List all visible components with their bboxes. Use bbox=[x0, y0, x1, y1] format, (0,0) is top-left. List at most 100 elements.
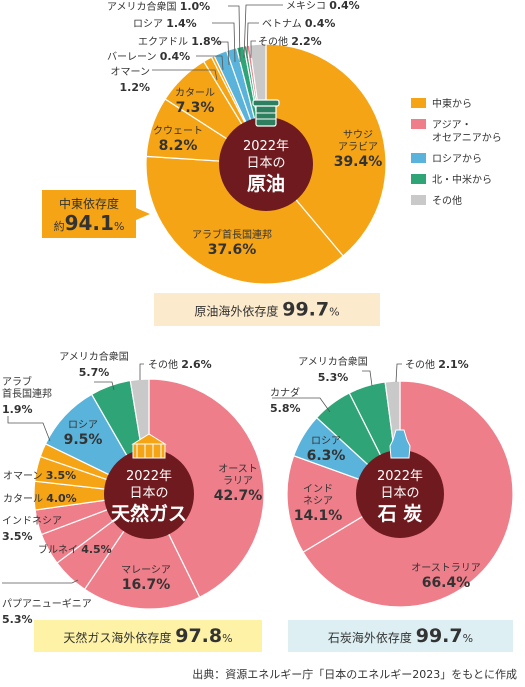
label-pct: 1.9% bbox=[2, 403, 33, 416]
legend-label: その他 bbox=[432, 194, 462, 207]
legend-item: その他 bbox=[411, 194, 462, 207]
data-label: その他 2.1% bbox=[395, 358, 469, 383]
label-text: その他 2.1% bbox=[405, 358, 469, 371]
badge-bg bbox=[154, 293, 380, 326]
legend-item: 中東から bbox=[411, 97, 472, 110]
callout-title: 中東依存度 bbox=[59, 196, 119, 211]
legend-swatch bbox=[411, 174, 426, 184]
tank-body bbox=[132, 443, 166, 459]
legend-label: 北・中米から bbox=[432, 173, 492, 186]
label-name: ベトナム bbox=[262, 18, 305, 30]
label-text: ベトナム 0.4% bbox=[262, 17, 335, 30]
data-label: アメリカ合衆国 5.7% bbox=[59, 350, 129, 391]
label-pct: 0.4% bbox=[305, 17, 336, 30]
label-name: アラブ首長国連邦 bbox=[2, 375, 52, 400]
source-note: 出典：資源エネルギー庁「日本のエネルギー2023」をもとに作成 bbox=[192, 667, 517, 681]
data-label: メキシコ 0.4% bbox=[243, 0, 360, 59]
label-pct: 2.6% bbox=[181, 358, 212, 371]
badge-text: 原油海外依存度 99.7% bbox=[194, 299, 339, 321]
legend-label: ロシアから bbox=[432, 153, 482, 165]
leader-line bbox=[212, 22, 236, 63]
label-name: マレーシア bbox=[121, 565, 171, 576]
tank-body bbox=[255, 103, 277, 127]
label-pct: 0.4% bbox=[160, 50, 191, 63]
coal-dependency-badge: 石炭海外依存度 99.7% bbox=[288, 620, 513, 652]
label-pct: 8.2% bbox=[159, 138, 198, 154]
leader-line bbox=[250, 40, 256, 58]
label-pct: 4.0% bbox=[46, 492, 77, 505]
label-name: サウジアラビア bbox=[338, 129, 378, 153]
label-name: クウェート bbox=[153, 125, 203, 137]
coal-chunk bbox=[389, 429, 411, 459]
legend-item: 北・中米から bbox=[411, 173, 492, 186]
label-pct: 9.5% bbox=[64, 432, 103, 448]
label-name: アメリカ合衆国 bbox=[59, 350, 129, 363]
leader-line bbox=[243, 4, 283, 59]
label-name: オーストラリア bbox=[411, 562, 481, 574]
label-text: カタール 4.0% bbox=[3, 492, 77, 505]
center-year: 2022年 bbox=[243, 139, 289, 154]
data-label: その他 2.2% bbox=[250, 35, 322, 58]
label-pct: 3.5% bbox=[46, 469, 77, 482]
badge-bg bbox=[34, 620, 262, 652]
center-resource: 原油 bbox=[247, 173, 285, 195]
gas-dependency-badge: 天然ガス海外依存度 97.8% bbox=[34, 620, 262, 652]
label-name: ロシア bbox=[133, 19, 166, 30]
label-name: オマーン bbox=[3, 470, 46, 482]
label-name: ロシア bbox=[311, 436, 341, 447]
label-name: パプアニューギニア bbox=[2, 598, 92, 610]
gas-tank-icon bbox=[131, 433, 167, 459]
data-label: バーレーン 0.4% bbox=[107, 50, 224, 71]
data-label: アラブ首長国連邦 1.9% bbox=[2, 375, 52, 442]
data-label: ロシア 1.4% bbox=[133, 17, 236, 63]
pie-slice-アラブ首長国連邦 bbox=[145, 155, 344, 285]
label-pct: 16.7% bbox=[122, 577, 171, 593]
label-text: メキシコ 0.4% bbox=[286, 0, 360, 12]
badge-text: 石炭海外依存度 99.7% bbox=[328, 625, 473, 647]
callout-value: 約94.1% bbox=[54, 211, 125, 235]
center-line2: 日本の bbox=[380, 486, 419, 501]
leader-line bbox=[152, 69, 218, 81]
pie-center-disk bbox=[219, 117, 313, 211]
data-label: アメリカ合衆国 5.3% bbox=[298, 355, 373, 387]
label-text: アメリカ合衆国 1.0% bbox=[107, 0, 210, 13]
label-pct: 14.1% bbox=[294, 508, 343, 524]
label-pct: 4.5% bbox=[81, 543, 112, 556]
legend-label: 中東から bbox=[432, 97, 472, 110]
data-label: アメリカ合衆国 1.0% bbox=[107, 0, 241, 63]
center-year: 2022年 bbox=[377, 469, 423, 484]
pie-slice-サウジアラビア bbox=[265, 43, 387, 257]
label-name: ブルネイ bbox=[38, 543, 81, 556]
legend-item: ロシアから bbox=[411, 153, 482, 165]
oil-tank-icon bbox=[252, 99, 280, 127]
center-line2: 日本の bbox=[129, 486, 168, 501]
label-pct: 1.2% bbox=[119, 81, 150, 94]
leader-line bbox=[246, 22, 259, 59]
callout-box bbox=[42, 190, 150, 238]
data-label: オマーン 3.5% bbox=[3, 469, 76, 482]
label-name: インドネシア bbox=[2, 515, 62, 527]
label-pct: 5.3% bbox=[2, 613, 33, 626]
label-pct: 5.7% bbox=[79, 366, 110, 379]
pie-slice-インドネシア bbox=[286, 454, 402, 553]
label-name: カタール bbox=[3, 493, 46, 505]
label-name: エクアドル bbox=[138, 36, 191, 48]
label-pct: 2.2% bbox=[291, 35, 322, 48]
data-label: その他 2.6% bbox=[139, 358, 212, 380]
leader-line bbox=[2, 579, 79, 584]
oil-dependency-badge: 原油海外依存度 99.7% bbox=[154, 293, 380, 326]
label-name: バーレーン bbox=[107, 51, 160, 63]
center-resource: 石 炭 bbox=[377, 503, 423, 525]
leader-line bbox=[362, 370, 373, 387]
legend-swatch bbox=[411, 153, 426, 163]
label-pct: 1.0% bbox=[180, 0, 211, 13]
leader-line bbox=[7, 416, 51, 442]
